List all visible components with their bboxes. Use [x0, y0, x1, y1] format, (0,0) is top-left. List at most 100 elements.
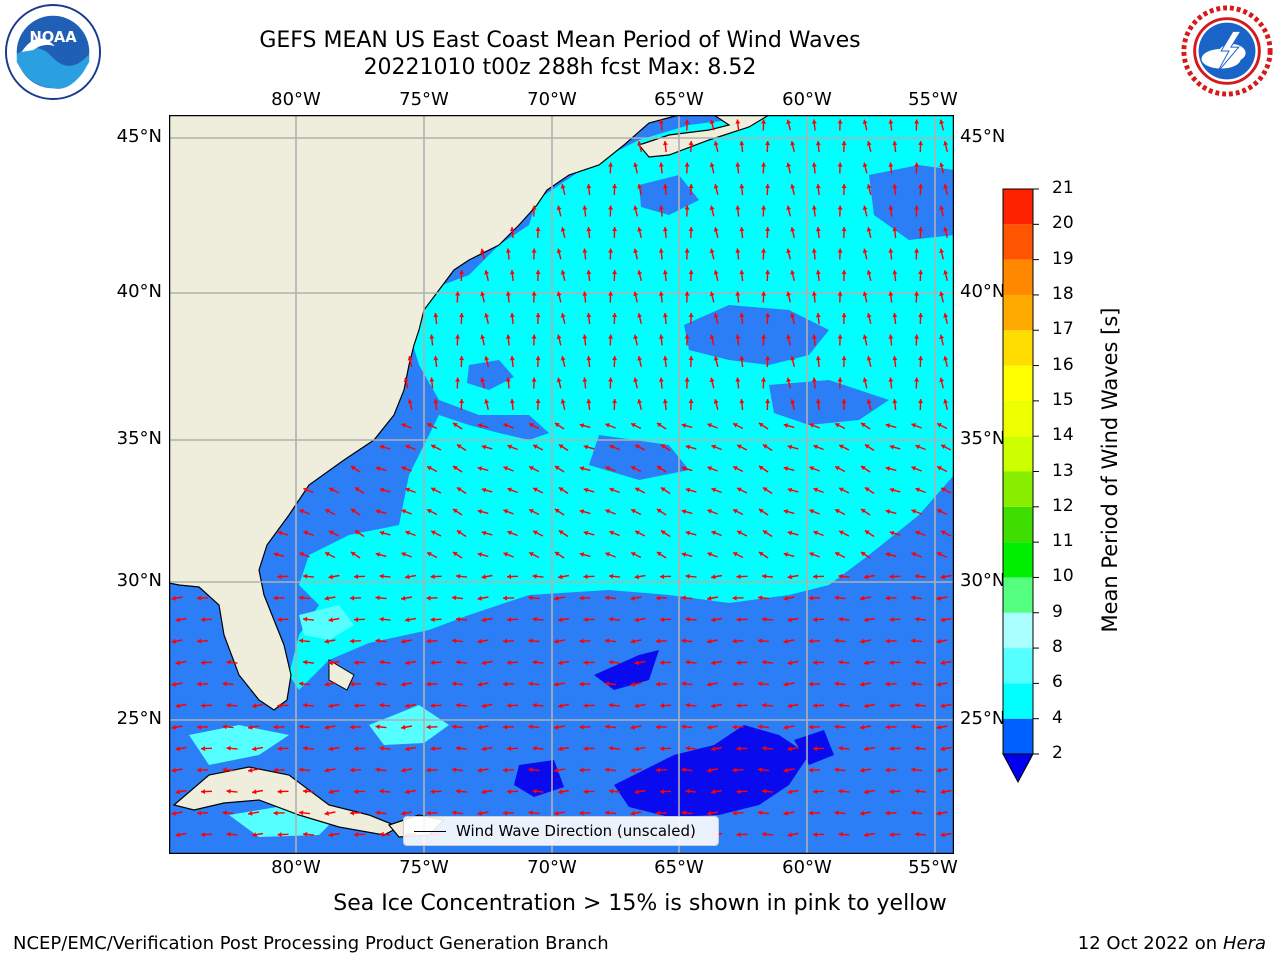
wind-wave-arrowhead	[685, 530, 691, 536]
wind-wave-arrowhead	[429, 334, 435, 339]
wind-wave-arrowhead	[758, 466, 764, 471]
wind-wave-arrowhead	[222, 810, 227, 816]
colorbar-segment	[1003, 718, 1033, 754]
wind-wave-arrowhead	[273, 767, 278, 773]
wind-wave-arrowhead	[656, 466, 662, 471]
wind-wave-arrowhead	[866, 399, 872, 404]
wind-wave-arrowhead	[709, 377, 715, 383]
wind-wave-arrowhead	[582, 205, 588, 210]
wind-wave-arrowhead	[787, 444, 793, 450]
wind-wave-arrowhead	[379, 530, 385, 536]
wind-wave-arrowhead	[739, 184, 745, 189]
wind-wave-arrowhead	[866, 313, 872, 318]
wind-wave-arrowhead	[889, 530, 895, 536]
colorbar-segment	[1003, 471, 1033, 507]
wind-wave-arrowhead	[739, 227, 745, 232]
wind-wave-arrowhead	[892, 184, 898, 189]
wind-wave-arrowhead	[888, 162, 894, 167]
chart-subtitle: 20221010 t00z 288h fcst Max: 8.52	[363, 55, 757, 80]
wind-wave-arrowhead	[860, 509, 866, 514]
wind-wave-arrowhead	[914, 119, 920, 124]
wind-wave-arrowhead	[350, 767, 355, 773]
ocean-period-2-4-patch	[639, 175, 699, 215]
wind-wave-arrowhead	[762, 573, 767, 579]
wind-wave-arrowhead	[711, 789, 716, 795]
wind-wave-arrowhead	[707, 638, 712, 644]
wind-wave-arrowhead	[915, 573, 920, 579]
wind-wave-arrowhead	[630, 767, 635, 773]
wind-wave-arrowhead	[837, 291, 843, 296]
wind-wave-arrowhead	[811, 205, 817, 210]
lon-label-top: 65°W	[654, 89, 704, 110]
chart-title: GEFS MEAN US East Coast Mean Period of W…	[259, 28, 861, 53]
wind-wave-arrowhead	[558, 703, 563, 709]
wind-wave-arrowhead	[739, 356, 745, 361]
wind-wave-arrowhead	[684, 162, 690, 167]
wind-wave-arrowhead	[379, 702, 384, 708]
wind-wave-arrowhead	[197, 595, 202, 601]
wind-wave-arrowhead	[560, 227, 566, 232]
wind-wave-arrowhead	[707, 767, 712, 773]
wind-wave-arrowhead	[354, 617, 359, 623]
wind-wave-arrowhead	[889, 703, 894, 709]
lat-label-right: 40°N	[960, 281, 1006, 302]
wind-wave-arrowhead	[324, 724, 329, 730]
wind-wave-arrowhead	[662, 270, 668, 275]
wind-wave-arrowhead	[787, 703, 792, 709]
wind-wave-arrowhead	[429, 377, 435, 382]
wind-wave-arrowhead	[375, 810, 380, 816]
map-legend: Wind Wave Direction (unscaled)	[403, 816, 719, 846]
lon-label-top: 75°W	[399, 89, 449, 110]
wind-wave-arrowhead	[892, 313, 898, 318]
wind-wave-arrowhead	[303, 745, 308, 751]
wind-wave-arrowhead	[535, 399, 541, 404]
wind-wave-arrowhead	[634, 617, 639, 623]
wind-wave-arrowhead	[939, 162, 945, 168]
wind-wave-arrowhead	[811, 291, 817, 296]
wind-wave-arrowhead	[837, 248, 843, 253]
wind-wave-arrowhead	[452, 638, 457, 644]
wind-wave-arrowhead	[303, 831, 308, 837]
wind-wave-arrowhead	[558, 789, 563, 795]
wind-wave-arrowhead	[656, 681, 661, 687]
wind-wave-arrowhead	[732, 724, 737, 730]
credit-machine: Hera	[1222, 933, 1266, 954]
lon-label-bottom: 55°W	[908, 857, 958, 878]
wind-wave-arrowhead	[630, 810, 635, 816]
wind-wave-arrowhead	[838, 702, 843, 708]
wind-wave-arrowhead	[864, 746, 869, 752]
wind-wave-arrowhead	[480, 334, 486, 340]
colorbar-tick-label: 8	[1052, 637, 1063, 658]
wind-wave-arrowhead	[612, 356, 618, 361]
wind-wave-arrowhead	[480, 291, 486, 297]
ocean-period-6-8-patch	[189, 725, 289, 765]
wind-wave-arrowhead	[226, 788, 231, 794]
wind-wave-arrowhead	[914, 377, 920, 382]
wind-wave-arrowhead	[350, 509, 356, 514]
colorbar-under-triangle	[1002, 753, 1034, 784]
colorbar-tick-label: 13	[1052, 460, 1074, 481]
wind-wave-arrowhead	[634, 574, 639, 580]
wind-wave-arrowhead	[430, 746, 435, 752]
wind-wave-arrowhead	[736, 832, 741, 838]
wind-wave-arrowhead	[407, 399, 413, 404]
colorbar-tick-label: 14	[1052, 425, 1074, 446]
wind-wave-arrowhead	[911, 681, 916, 687]
wind-wave-arrowhead	[681, 423, 687, 428]
wind-wave-arrowhead	[713, 399, 719, 404]
wind-wave-arrowhead	[554, 810, 559, 816]
wind-wave-arrowhead	[761, 162, 767, 167]
wind-wave-arrowhead	[813, 746, 818, 752]
wind-wave-arrowhead	[758, 509, 764, 514]
wind-wave-arrowhead	[609, 444, 614, 450]
wind-wave-arrowhead	[811, 334, 817, 339]
colorbar-tick-label: 20	[1052, 213, 1074, 234]
wind-wave-arrowhead	[531, 205, 537, 210]
lat-label-right: 30°N	[960, 570, 1006, 591]
wind-wave-arrowhead	[477, 681, 482, 687]
wind-wave-arrowhead	[379, 788, 384, 794]
wind-wave-arrowhead	[885, 595, 890, 601]
wind-wave-arrowhead	[889, 832, 894, 838]
wind-wave-arrowhead	[481, 574, 486, 580]
wind-wave-arrowhead	[401, 552, 406, 557]
